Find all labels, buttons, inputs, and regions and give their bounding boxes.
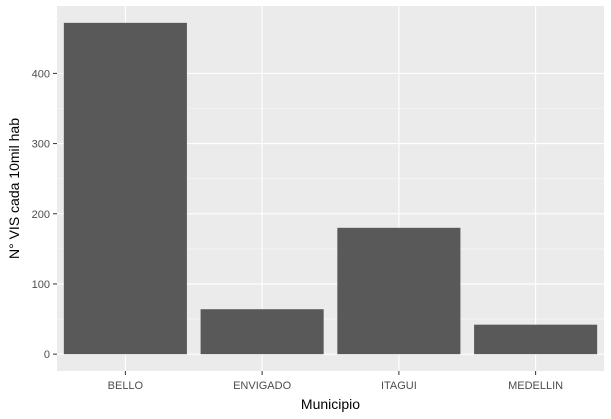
bar-bello: [63, 22, 187, 355]
x-tick-label-medellin: MEDELLIN: [508, 380, 563, 392]
y-axis-title: N° VIS cada 10mil hab: [6, 118, 22, 259]
x-axis-title: Municipio: [301, 396, 360, 412]
y-tick-label: 200: [32, 209, 50, 221]
y-tick-label: 400: [32, 68, 50, 80]
bar-medellin: [474, 324, 598, 355]
bar-itagui: [337, 227, 461, 355]
x-axis-tick-labels: BELLO ENVIGADO ITAGUI MEDELLIN: [108, 380, 564, 392]
y-tick-label: 0: [44, 349, 50, 361]
y-axis-ticks: [53, 72, 57, 355]
x-tick-label-itagui: ITAGUI: [381, 380, 417, 392]
bar-envigado: [200, 309, 324, 355]
y-tick-label: 100: [32, 279, 50, 291]
x-tick-label-bello: BELLO: [108, 380, 144, 392]
x-axis-ticks: [124, 371, 537, 375]
y-tick-label: 300: [32, 139, 50, 151]
bars: [63, 22, 598, 355]
y-axis-tick-labels: 0 100 200 300 400: [32, 68, 50, 361]
x-tick-label-envigado: ENVIGADO: [233, 380, 292, 392]
